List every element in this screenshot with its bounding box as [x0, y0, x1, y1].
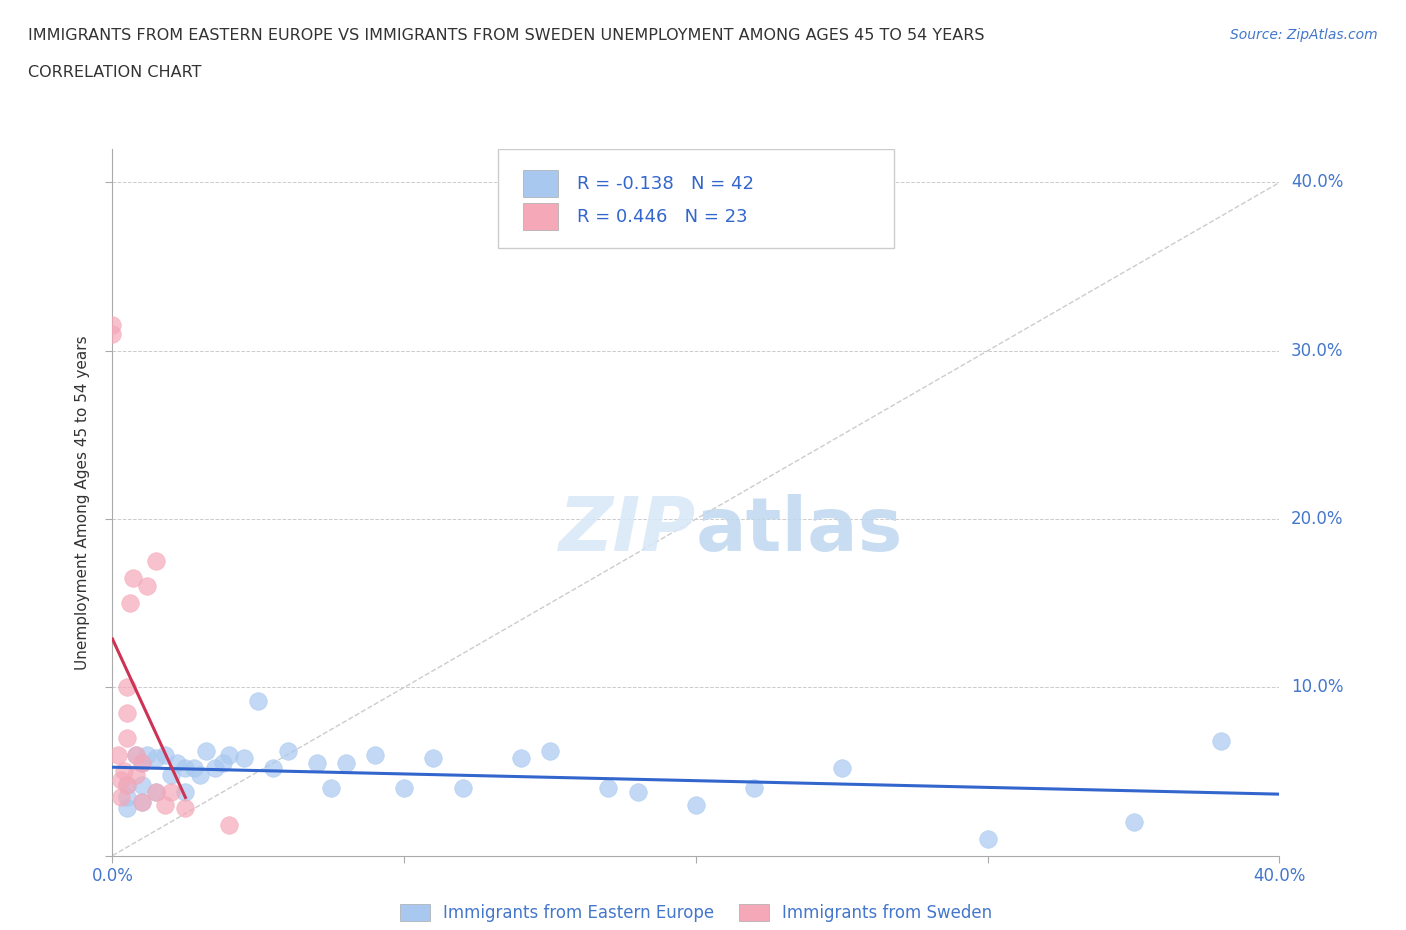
Point: [262, 761, 284, 776]
Point: [218, 747, 240, 762]
Point: [115, 801, 138, 816]
Point: [174, 801, 197, 816]
Point: [153, 798, 176, 813]
Point: [125, 767, 148, 782]
Point: [194, 744, 217, 759]
Text: 20.0%: 20.0%: [1291, 510, 1344, 528]
Point: [364, 747, 387, 762]
Text: ZIP: ZIP: [558, 494, 696, 567]
Point: [335, 755, 357, 770]
Point: [110, 773, 132, 788]
Point: [101, 326, 124, 341]
Point: [145, 784, 167, 799]
Point: [125, 747, 148, 762]
Point: [321, 781, 343, 796]
Point: [276, 744, 298, 759]
Point: [122, 570, 145, 585]
Point: [598, 781, 620, 796]
Point: [160, 767, 183, 782]
Point: [131, 755, 153, 770]
Point: [110, 790, 132, 804]
Point: [131, 755, 153, 770]
Point: [112, 764, 135, 779]
Point: [509, 751, 531, 765]
Point: [305, 755, 328, 770]
Point: [115, 705, 138, 720]
Point: [115, 680, 138, 695]
Text: 30.0%: 30.0%: [1291, 341, 1344, 360]
Point: [626, 784, 648, 799]
Text: R = 0.446   N = 23: R = 0.446 N = 23: [576, 207, 748, 226]
Point: [101, 318, 124, 333]
Text: Source: ZipAtlas.com: Source: ZipAtlas.com: [1230, 28, 1378, 42]
Text: IMMIGRANTS FROM EASTERN EUROPE VS IMMIGRANTS FROM SWEDEN UNEMPLOYMENT AMONG AGES: IMMIGRANTS FROM EASTERN EUROPE VS IMMIGR…: [28, 28, 984, 43]
Point: [218, 817, 240, 832]
Point: [107, 747, 129, 762]
Text: atlas: atlas: [696, 494, 903, 567]
Point: [174, 761, 197, 776]
Point: [145, 751, 167, 765]
Legend: Immigrants from Eastern Europe, Immigrants from Sweden: Immigrants from Eastern Europe, Immigran…: [392, 897, 1000, 928]
FancyBboxPatch shape: [523, 204, 558, 230]
Point: [976, 831, 998, 846]
Point: [131, 794, 153, 809]
Point: [742, 781, 765, 796]
Point: [451, 781, 474, 796]
Point: [212, 755, 235, 770]
Point: [174, 784, 197, 799]
Point: [166, 755, 188, 770]
Point: [115, 730, 138, 745]
Point: [131, 794, 153, 809]
Point: [136, 747, 159, 762]
Point: [145, 553, 167, 568]
Point: [422, 751, 444, 765]
Point: [131, 777, 153, 792]
Point: [115, 777, 138, 792]
Point: [1209, 734, 1232, 749]
Text: CORRELATION CHART: CORRELATION CHART: [28, 65, 201, 80]
Text: 40.0%: 40.0%: [1291, 174, 1344, 192]
FancyBboxPatch shape: [498, 149, 894, 247]
Point: [232, 751, 254, 765]
FancyBboxPatch shape: [523, 170, 558, 197]
Point: [125, 747, 148, 762]
Point: [183, 761, 205, 776]
Y-axis label: Unemployment Among Ages 45 to 54 years: Unemployment Among Ages 45 to 54 years: [75, 335, 90, 670]
Text: 10.0%: 10.0%: [1291, 678, 1344, 697]
Point: [115, 790, 138, 804]
Point: [1122, 815, 1144, 830]
Point: [204, 761, 226, 776]
Point: [145, 784, 167, 799]
Point: [247, 694, 270, 709]
Point: [831, 761, 853, 776]
Point: [118, 596, 141, 611]
Text: R = -0.138   N = 42: R = -0.138 N = 42: [576, 175, 754, 193]
Point: [160, 784, 183, 799]
Point: [685, 798, 707, 813]
Point: [136, 578, 159, 593]
Point: [115, 777, 138, 792]
Point: [392, 781, 416, 796]
Point: [153, 747, 176, 762]
Point: [538, 744, 561, 759]
Point: [188, 767, 211, 782]
